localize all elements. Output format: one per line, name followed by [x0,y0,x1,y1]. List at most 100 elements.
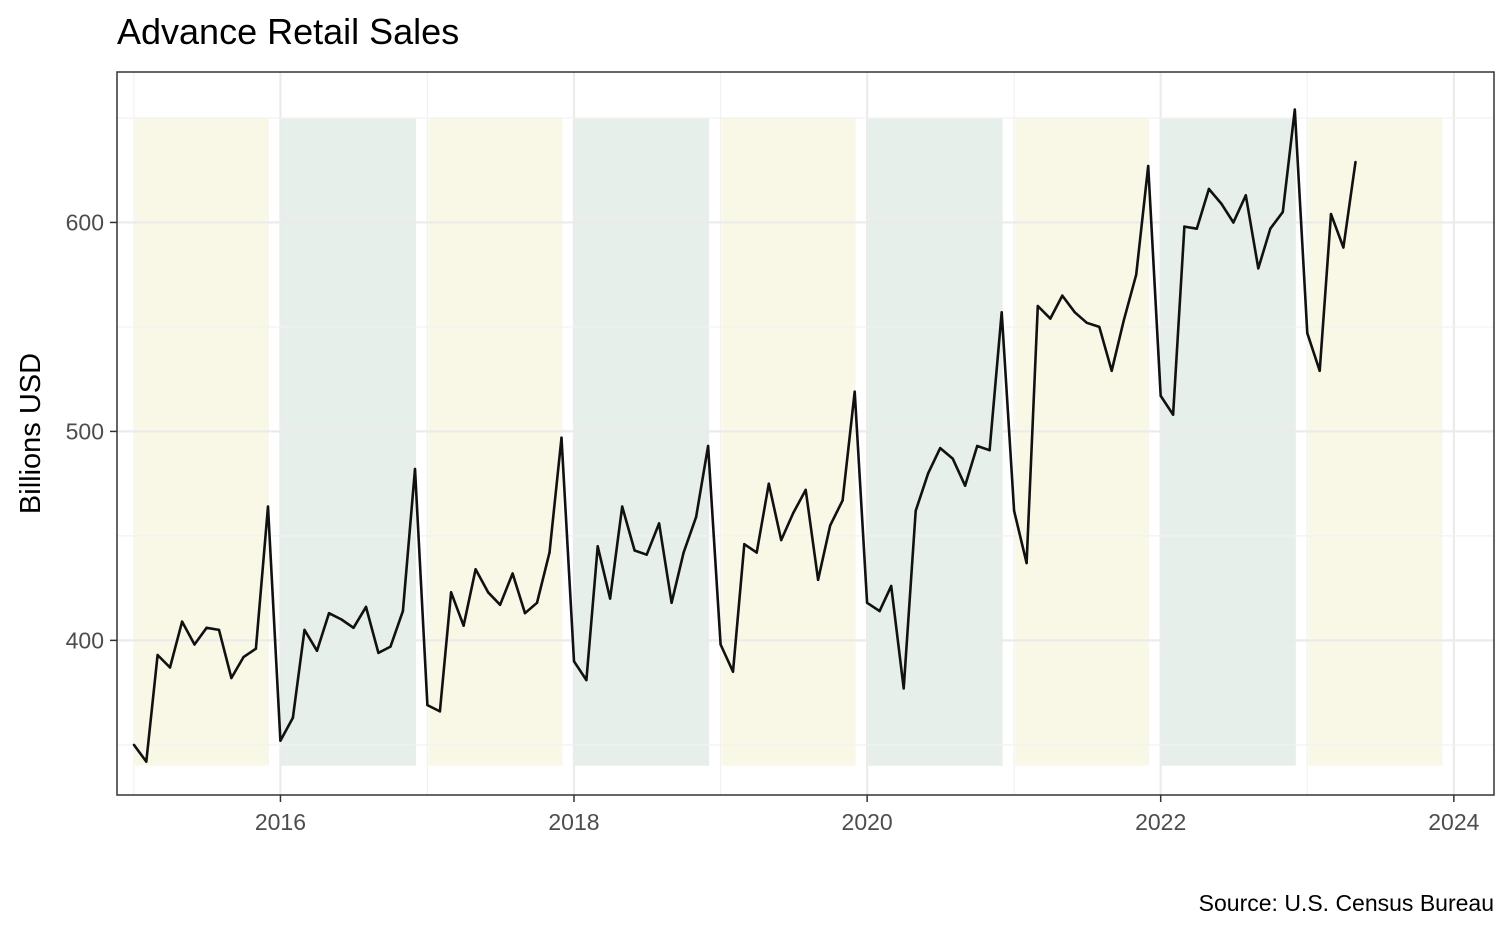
data-point-2020-08 [951,457,954,460]
data-point-2022-08 [1244,194,1248,197]
data-point-2021-08 [1098,325,1101,329]
y-tick-label-400: 400 [66,627,104,653]
data-point-2020-12 [1000,311,1003,314]
x-tick-label-2018: 2018 [548,809,599,835]
data-point-2022-04 [1195,227,1199,230]
data-point-2019-10 [829,524,832,527]
data-point-2022-06 [1220,202,1223,205]
data-point-2017-05 [474,568,477,571]
data-point-2022-09 [1257,267,1260,270]
data-point-2021-11 [1135,273,1138,276]
data-point-2019-07 [792,511,795,515]
data-point-2015-09 [230,676,233,680]
data-point-2018-07 [645,553,648,556]
data-point-2018-08 [657,522,661,525]
data-point-2021-01 [1012,509,1016,512]
data-point-2022-05 [1207,187,1211,191]
data-point-2016-06 [340,618,343,621]
data-point-2015-12 [266,505,270,508]
data-point-2019-08 [804,488,807,492]
data-point-2016-09 [377,651,380,655]
data-point-2015-03 [156,653,159,657]
data-point-2015-07 [205,626,208,629]
data-point-2023-02 [1318,369,1321,372]
data-point-2019-09 [816,578,820,581]
year-bands [134,117,1443,766]
data-point-2017-10 [535,601,539,604]
data-point-2021-10 [1122,319,1125,322]
x-axis: 2016 2018 2020 2022 2024 [255,795,1480,835]
x-tick-label-2024: 2024 [1428,809,1479,835]
data-point-2020-04 [902,687,905,690]
data-point-2016-11 [401,609,405,613]
x-tick-label-2020: 2020 [842,809,893,835]
data-point-2021-05 [1061,294,1064,297]
data-point-2018-03 [596,545,599,548]
data-point-2016-07 [352,626,355,629]
data-point-2015-01 [132,743,136,746]
year-band-2017 [428,117,563,766]
data-point-2016-04 [315,649,319,652]
data-point-2016-03 [303,628,306,632]
data-point-2022-12 [1293,108,1297,111]
data-point-2018-09 [670,601,673,604]
data-point-2020-07 [939,446,942,450]
data-point-2017-09 [523,612,527,615]
data-point-2019-05 [767,482,770,485]
data-point-2018-04 [608,597,612,600]
year-band-2016 [281,117,416,766]
data-point-2018-11 [694,515,698,519]
data-point-2017-07 [498,603,502,606]
year-band-2023 [1308,117,1443,766]
y-tick-label-500: 500 [66,418,104,444]
year-band-2019 [721,117,856,766]
data-point-2017-08 [511,572,514,575]
year-band-2021 [1015,117,1150,766]
data-point-2020-10 [976,444,979,448]
data-point-2015-08 [217,628,221,632]
data-point-2015-06 [193,643,196,646]
data-point-2015-02 [145,760,148,763]
data-point-2023-03 [1329,212,1333,216]
data-point-2022-03 [1183,225,1186,228]
y-axis: 400 500 600 [66,209,117,653]
data-point-2017-11 [548,551,551,554]
data-point-2019-04 [755,551,758,554]
data-point-2018-10 [682,551,685,554]
data-point-2022-02 [1171,413,1175,416]
data-point-2020-09 [963,484,967,487]
data-point-2020-03 [890,584,893,588]
data-point-2023-04 [1342,246,1345,249]
data-point-2015-04 [168,666,172,669]
data-point-2021-03 [1036,304,1040,308]
data-point-2017-03 [449,591,453,594]
data-point-2018-06 [633,549,636,552]
data-point-2019-03 [743,543,746,546]
data-point-2022-11 [1281,210,1285,214]
data-point-2020-02 [878,609,881,613]
data-point-2021-12 [1147,164,1150,168]
y-axis-title: Billions USD [15,353,47,514]
data-point-2015-11 [254,647,258,650]
data-point-2016-02 [291,716,295,719]
data-point-2018-02 [585,678,588,682]
data-point-2021-07 [1085,321,1089,324]
data-point-2019-02 [731,670,735,673]
series-group [132,108,1357,763]
data-point-2015-05 [180,620,184,623]
data-point-2016-05 [327,612,331,615]
data-point-2020-11 [988,449,991,452]
data-point-2021-09 [1110,369,1113,372]
data-point-2015-10 [242,655,245,659]
data-point-2017-12 [560,436,563,439]
data-point-2023-05 [1354,160,1357,164]
data-point-2022-07 [1232,221,1235,224]
y-tick-label-600: 600 [66,209,104,235]
data-point-2018-12 [706,444,710,448]
data-point-2023-01 [1306,332,1309,335]
data-point-2016-01 [279,739,282,742]
data-point-2021-06 [1073,311,1077,314]
data-point-2021-04 [1049,317,1052,320]
data-point-2019-06 [780,538,783,542]
